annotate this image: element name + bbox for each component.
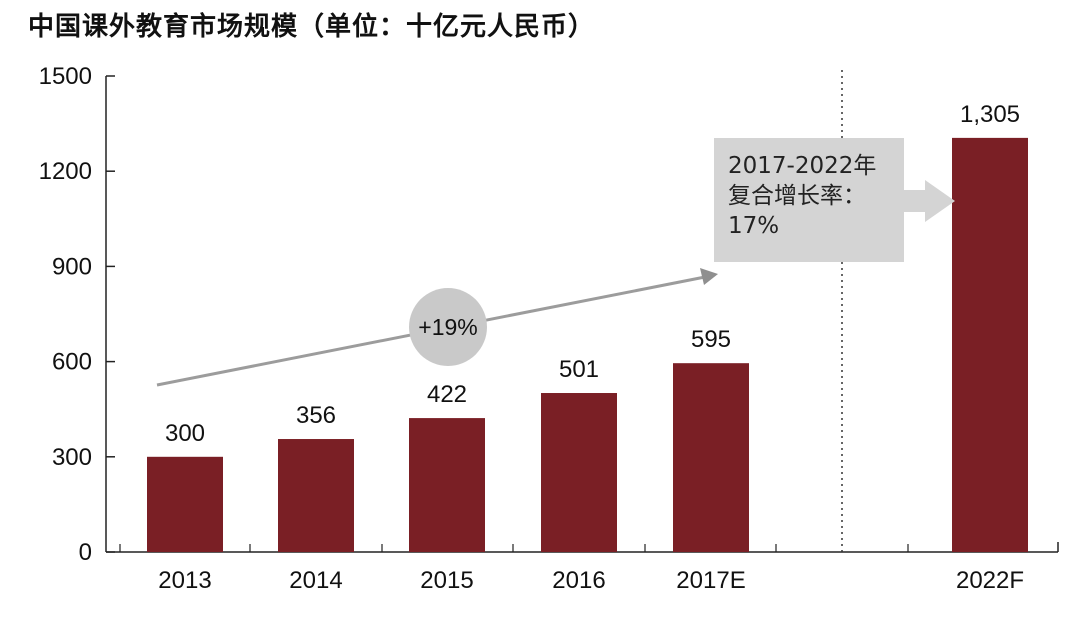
bar-value-label: 356 xyxy=(296,402,336,429)
bar-value-label: 300 xyxy=(165,420,205,447)
y-tick-label: 600 xyxy=(52,349,92,376)
y-tick-label: 300 xyxy=(52,444,92,471)
cagr-note-box xyxy=(714,138,904,262)
y-tick-label: 1200 xyxy=(39,158,92,185)
growth-arrow-head xyxy=(700,268,718,285)
growth-badge-label: +19% xyxy=(418,314,477,340)
x-tick-label: 2016 xyxy=(552,567,605,594)
y-tick-label: 900 xyxy=(52,253,92,280)
bar-value-label: 595 xyxy=(691,326,731,353)
bar-value-label: 422 xyxy=(427,381,467,408)
cagr-note-pointer xyxy=(904,180,955,222)
x-tick-label: 2014 xyxy=(289,567,342,594)
x-tick-label: 2013 xyxy=(158,567,211,594)
bar xyxy=(673,363,749,552)
y-tick-label: 1500 xyxy=(39,63,92,90)
chart-title: 中国课外教育市场规模（单位：十亿元人民币） xyxy=(28,12,596,42)
bar-value-label: 501 xyxy=(559,356,599,383)
bar-value-label: 1,305 xyxy=(960,101,1020,128)
x-tick-label: 2017E xyxy=(676,567,745,594)
y-tick-label: 0 xyxy=(79,539,92,566)
growth-badge xyxy=(409,288,487,366)
bar xyxy=(147,456,223,552)
bar xyxy=(278,439,354,552)
x-tick-label: 2015 xyxy=(420,567,473,594)
bar xyxy=(409,418,485,552)
cagr-note-line: 2017-2022年 xyxy=(728,153,876,179)
x-tick-label: 2022F xyxy=(956,567,1024,594)
cagr-note-line: 复合增长率： xyxy=(728,183,866,209)
bar xyxy=(541,393,617,552)
cagr-note-line: 17% xyxy=(728,213,779,239)
bar xyxy=(952,137,1028,552)
